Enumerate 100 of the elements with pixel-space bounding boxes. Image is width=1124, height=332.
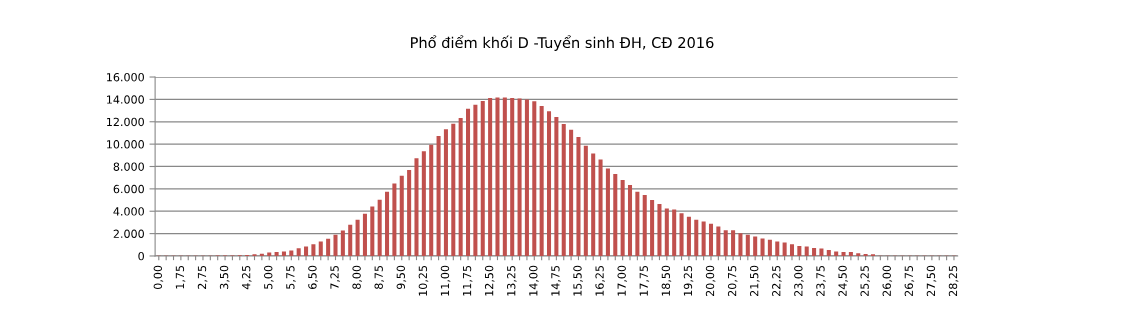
x-tick-label: 12,50 — [484, 265, 495, 296]
bar — [532, 101, 537, 256]
bar — [318, 241, 323, 256]
bar — [561, 124, 566, 256]
bar — [274, 252, 279, 256]
bar — [760, 238, 765, 256]
bar — [797, 245, 802, 256]
y-tick-label: 16.000 — [107, 73, 144, 82]
bar — [775, 241, 780, 256]
bar — [863, 253, 868, 256]
y-tick-label: 12.000 — [107, 117, 144, 127]
bar — [524, 99, 529, 256]
chart-title: Phổ điểm khối D -Tuyển sinh ĐH, CĐ 2016 — [411, 35, 714, 51]
bar — [458, 117, 463, 256]
bar — [289, 250, 294, 256]
x-tick-label: 3,50 — [219, 265, 230, 289]
x-tick-label: 15,50 — [573, 265, 583, 296]
bar — [789, 244, 795, 256]
bar — [304, 246, 309, 256]
bar — [385, 191, 390, 256]
bar — [657, 204, 662, 256]
bar — [716, 226, 721, 256]
x-tick-label: 7,25 — [330, 265, 340, 289]
bar — [281, 251, 286, 256]
x-tick-label: 5,75 — [286, 265, 296, 289]
x-tick-label: 14,00 — [529, 265, 539, 296]
bar — [340, 230, 345, 256]
bar — [848, 251, 853, 256]
bar — [731, 230, 736, 256]
x-tick-label: 26,75 — [904, 265, 915, 296]
x-tick-label: 21,50 — [749, 265, 760, 296]
x-tick-label: 17,00 — [617, 265, 627, 296]
bar — [370, 206, 375, 256]
bar — [510, 97, 515, 256]
bar — [708, 223, 714, 256]
x-tick-label: 14,75 — [551, 265, 561, 296]
bar — [642, 195, 647, 256]
bar — [407, 169, 412, 256]
bar — [569, 129, 574, 256]
x-tick-label: 18,50 — [661, 265, 672, 296]
bar — [745, 234, 750, 256]
bar — [576, 137, 581, 256]
bar — [591, 153, 596, 256]
bar — [554, 116, 559, 256]
bar — [488, 97, 493, 256]
bar — [583, 145, 588, 256]
bar — [738, 233, 743, 256]
y-tick-label: 6.000 — [113, 184, 144, 194]
bar — [473, 104, 478, 256]
x-tick-label: 10,25 — [418, 265, 429, 296]
bar — [517, 98, 522, 256]
x-tick-label: 27,50 — [926, 265, 937, 296]
bar — [804, 246, 809, 256]
x-tick-label: 11,75 — [462, 265, 473, 296]
bar — [502, 97, 507, 256]
bar — [348, 224, 353, 256]
bar — [664, 208, 669, 256]
x-tick-label: 8,75 — [374, 265, 385, 289]
x-tick-label: 0,00 — [153, 265, 164, 290]
bar — [399, 175, 404, 256]
bar — [377, 199, 382, 256]
bar — [672, 209, 677, 256]
bar — [451, 123, 456, 256]
bar — [620, 179, 625, 256]
bar — [723, 230, 728, 256]
bar — [701, 221, 706, 256]
bar — [635, 191, 640, 256]
bar — [539, 105, 544, 256]
bar — [296, 248, 301, 256]
bar — [627, 184, 633, 256]
x-tick-label: 17,75 — [639, 265, 650, 296]
bar — [466, 108, 471, 256]
bar — [443, 129, 448, 256]
x-tick-label: 2,75 — [197, 265, 208, 289]
bar — [326, 238, 331, 256]
x-tick-label: 26,00 — [882, 265, 893, 296]
bar — [605, 168, 610, 256]
y-tick-label: 8.000 — [113, 162, 144, 171]
y-tick-label: 4.000 — [113, 207, 144, 216]
bar — [826, 249, 831, 256]
y-tick-label: 14.000 — [107, 95, 144, 104]
bar — [421, 151, 426, 256]
bar — [495, 97, 500, 256]
x-tick-label: 5,00 — [264, 265, 274, 289]
bar — [782, 242, 787, 256]
bar — [819, 248, 824, 256]
bar — [598, 159, 603, 256]
x-tick-label: 13,25 — [507, 265, 517, 296]
x-tick-label: 24,50 — [838, 265, 848, 296]
x-tick-label: 22,25 — [772, 265, 782, 296]
y-tick-label: 0 — [138, 251, 144, 261]
x-tick-label: 4,25 — [241, 265, 252, 290]
x-tick-label: 23,00 — [794, 265, 804, 296]
y-tick-label: 2.000 — [113, 229, 144, 238]
x-tick-label: 23,75 — [816, 265, 826, 296]
x-tick-label: 20,00 — [705, 265, 716, 296]
bar — [812, 247, 817, 256]
bar — [436, 136, 441, 256]
bar — [333, 234, 338, 256]
x-tick-label: 25,25 — [860, 265, 870, 296]
